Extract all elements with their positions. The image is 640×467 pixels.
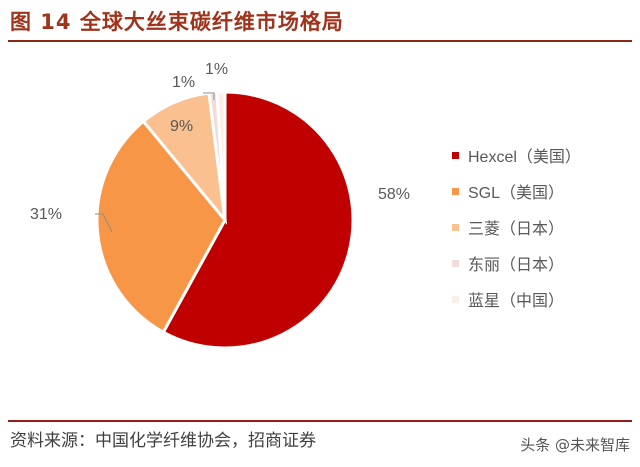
legend-label: SGL（美国） [468, 185, 565, 202]
legend-label: 东丽（日本） [468, 257, 565, 274]
legend-item-mitsubishi: 三菱（日本） [452, 209, 581, 245]
legend-item-hexcel: Hexcel（美国） [452, 137, 581, 173]
watermark: 头条 @未来智库 [520, 436, 630, 454]
legend-label: 蓝星（中国） [468, 293, 565, 310]
footer-divider [8, 420, 632, 422]
legend-item-sgl: SGL（美国） [452, 173, 581, 209]
legend-item-toray: 东丽（日本） [452, 245, 581, 281]
label-hexcel: 58% [378, 186, 410, 203]
label-mitsubishi: 9% [170, 118, 193, 135]
leader-line-toray [203, 92, 215, 100]
label-toray: 1% [172, 74, 195, 91]
legend-swatch-icon [452, 151, 459, 159]
pie-slice-bluestar [215, 90, 227, 221]
pie-slice-sgl [95, 119, 227, 335]
legend-label: Hexcel（美国） [468, 149, 581, 166]
title-divider [8, 40, 632, 42]
label-bluestar: 1% [205, 61, 228, 78]
legend-item-bluestar: 蓝星（中国） [452, 281, 581, 317]
legend-label: 三菱（日本） [468, 221, 565, 238]
source-note: 资料来源：中国化学纤维协会，招商证券 [10, 431, 316, 451]
figure-title: 图 14 全球大丝束碳纤维市场格局 [10, 10, 344, 34]
pie-slice-hexcel [161, 90, 355, 350]
label-sgl: 31% [30, 206, 62, 223]
legend-swatch-icon [452, 295, 459, 303]
pie-slices [95, 90, 355, 350]
chart-legend: Hexcel（美国） SGL（美国） 三菱（日本） 东丽（日本） 蓝星（中国） [452, 137, 581, 317]
legend-swatch-icon [452, 187, 459, 195]
leader-line-sgl [95, 213, 113, 233]
legend-swatch-icon [452, 223, 459, 231]
legend-swatch-icon [452, 259, 459, 267]
